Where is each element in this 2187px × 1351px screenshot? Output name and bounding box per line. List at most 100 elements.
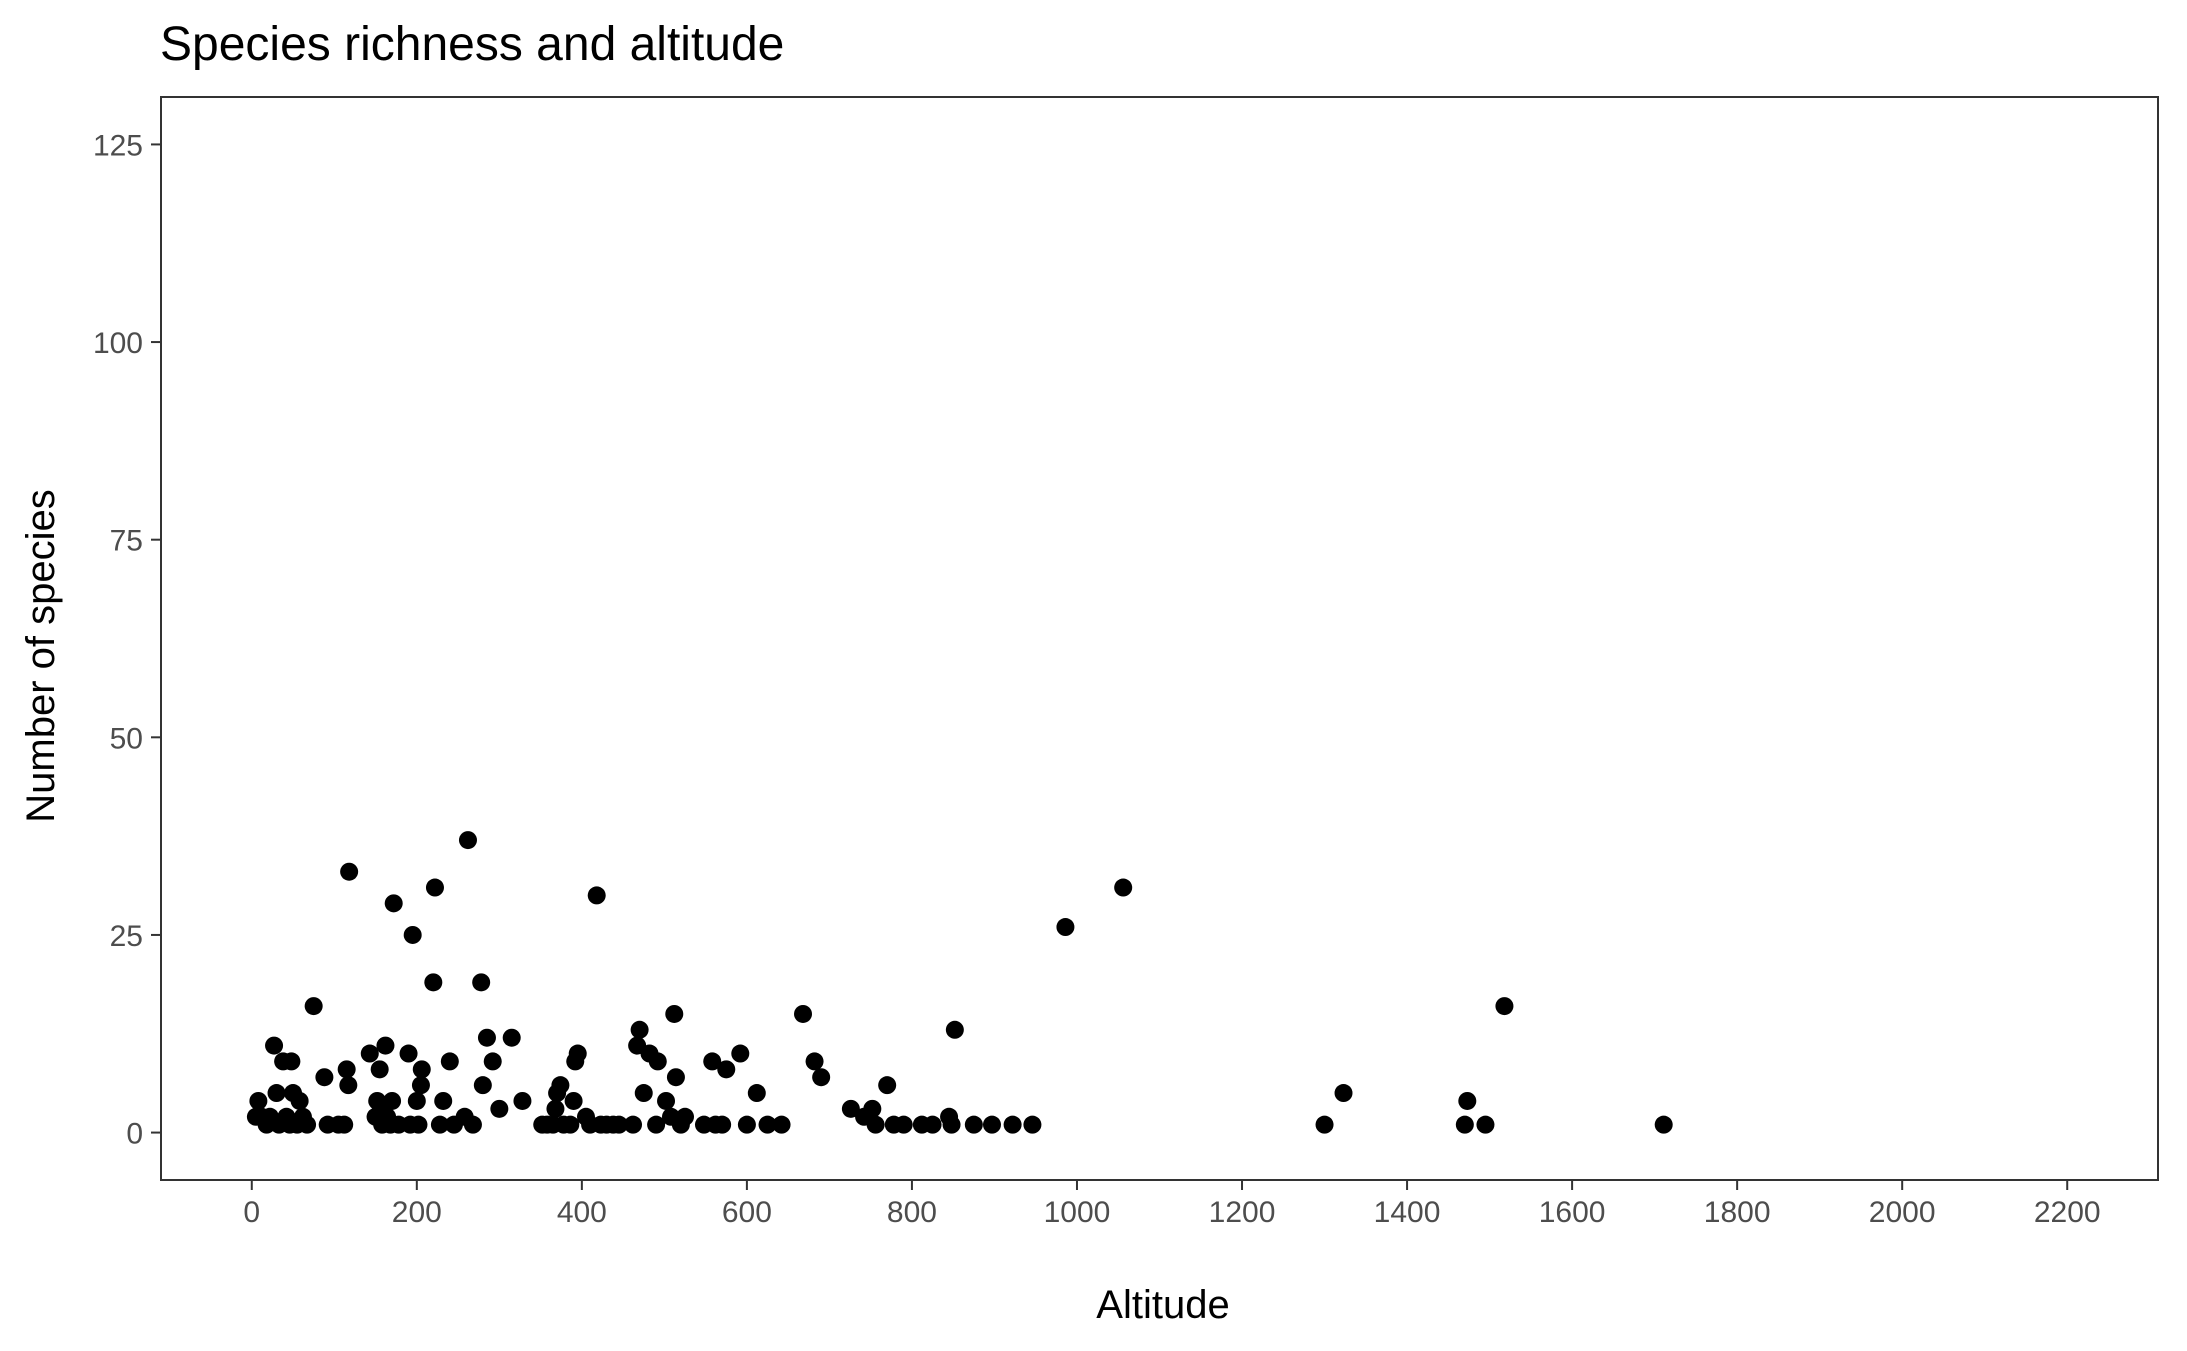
data-point [282, 1052, 301, 1071]
data-point [265, 1036, 284, 1055]
data-point [634, 1084, 653, 1103]
data-point [383, 1091, 402, 1110]
data-point [477, 1028, 496, 1047]
data-point [772, 1115, 791, 1134]
data-point [1654, 1115, 1673, 1134]
x-tick-label: 1400 [1374, 1196, 1441, 1229]
data-point [370, 1060, 389, 1079]
data-point [403, 925, 422, 944]
data-point [483, 1052, 502, 1071]
data-point [339, 1076, 358, 1095]
x-axis-label: Altitude [1096, 1283, 1229, 1327]
data-point [430, 1115, 449, 1134]
data-point [335, 1115, 354, 1134]
data-point [458, 831, 477, 850]
data-point [425, 878, 444, 897]
data-point [703, 1052, 722, 1071]
y-tick-label: 50 [110, 722, 143, 755]
data-point [568, 1044, 587, 1063]
data-point [1023, 1115, 1042, 1134]
data-point [340, 862, 359, 881]
data-point [1495, 997, 1514, 1016]
data-point [546, 1099, 565, 1118]
data-point [315, 1068, 334, 1087]
data-point [812, 1068, 831, 1087]
data-point [945, 1020, 964, 1039]
data-point [878, 1076, 897, 1095]
data-point [717, 1060, 736, 1079]
data-point [249, 1091, 268, 1110]
x-tick-label: 600 [722, 1196, 772, 1229]
data-point [1476, 1115, 1495, 1134]
x-tick-label: 1200 [1209, 1196, 1276, 1229]
data-point [1056, 918, 1075, 937]
data-point [894, 1115, 913, 1134]
y-tick-label: 125 [93, 129, 143, 162]
x-tick-label: 200 [392, 1196, 442, 1229]
data-point [747, 1084, 766, 1103]
x-tick-label: 1600 [1539, 1196, 1606, 1229]
data-point [424, 973, 443, 992]
data-point [298, 1115, 317, 1134]
data-point [409, 1115, 428, 1134]
y-tick-label: 75 [110, 525, 143, 558]
data-point [472, 973, 491, 992]
data-point [407, 1091, 426, 1110]
data-point [676, 1107, 695, 1126]
x-tick-label: 2000 [1869, 1196, 1936, 1229]
x-tick-label: 1800 [1704, 1196, 1771, 1229]
y-axis-label: Number of species [19, 489, 63, 822]
x-axis: 0 200 400 600 800 1000 1200 1400 1600 1800 2000 220… [243, 1180, 2101, 1229]
x-tick-label: 2200 [2034, 1196, 2101, 1229]
data-point [982, 1115, 1001, 1134]
data-point [1458, 1091, 1477, 1110]
data-point [758, 1115, 777, 1134]
data-point [942, 1115, 961, 1134]
y-axis: 0 25 50 75 100 125 [93, 129, 161, 1151]
data-point [551, 1076, 570, 1095]
data-point [731, 1044, 750, 1063]
data-point [561, 1115, 580, 1134]
data-point [648, 1052, 667, 1071]
data-point [794, 1004, 813, 1023]
data-point [513, 1091, 532, 1110]
data-point [490, 1099, 509, 1118]
data-point [473, 1076, 492, 1095]
data-point [399, 1044, 418, 1063]
data-point [463, 1115, 482, 1134]
x-tick-label: 800 [887, 1196, 937, 1229]
data-point [737, 1115, 756, 1134]
data-point [805, 1052, 824, 1071]
x-tick-label: 400 [557, 1196, 607, 1229]
data-point [863, 1099, 882, 1118]
data-point [440, 1052, 459, 1071]
data-point [587, 886, 606, 905]
data-point [411, 1076, 430, 1095]
data-point [609, 1115, 628, 1134]
data-point [923, 1115, 942, 1134]
data-point [630, 1020, 649, 1039]
data-point [384, 894, 403, 913]
data-point [434, 1091, 453, 1110]
data-point [1455, 1115, 1474, 1134]
data-point [666, 1068, 685, 1087]
data-point [564, 1091, 583, 1110]
data-points [246, 831, 1673, 1134]
data-point [665, 1004, 684, 1023]
plot-panel [160, 96, 2159, 1181]
data-point [1003, 1115, 1022, 1134]
x-tick-label: 1000 [1044, 1196, 1111, 1229]
data-point [866, 1115, 885, 1134]
data-point [502, 1028, 521, 1047]
data-point [1334, 1084, 1353, 1103]
data-point [713, 1115, 732, 1134]
data-point [376, 1036, 395, 1055]
data-point [412, 1060, 431, 1079]
data-point [647, 1115, 666, 1134]
y-tick-label: 0 [126, 1118, 143, 1151]
data-point [624, 1115, 643, 1134]
data-point [1114, 878, 1133, 897]
data-point [657, 1091, 676, 1110]
y-tick-label: 100 [93, 327, 143, 360]
